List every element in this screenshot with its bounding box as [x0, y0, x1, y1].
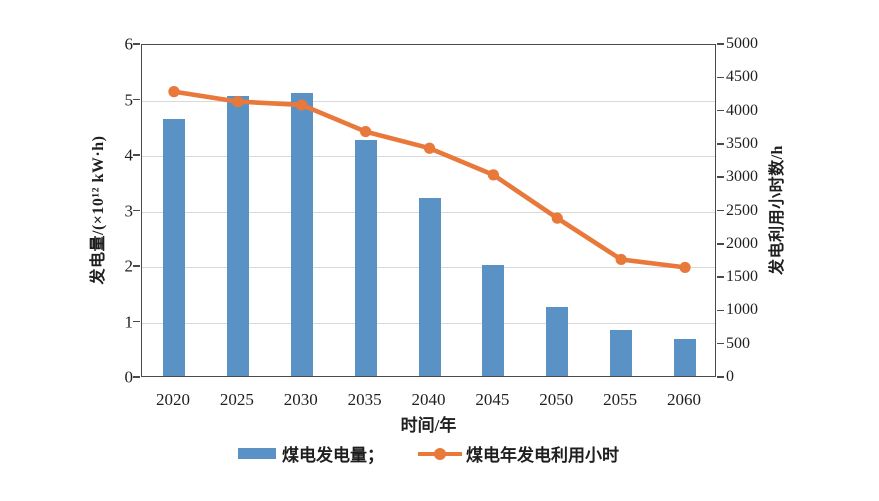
marker-2035 [360, 125, 372, 138]
line-series-label: 煤电年发电利用小时 [466, 446, 619, 465]
x-tick-label-2045: 2045 [475, 390, 510, 409]
x-tick-label-2040: 2040 [411, 390, 446, 409]
right-axis-tick-label: 1500 [726, 268, 758, 286]
gridline [142, 100, 715, 102]
bar-2025 [226, 95, 249, 376]
bar-2045 [482, 265, 505, 376]
left-axis-tick [133, 320, 140, 323]
marker-2055 [615, 253, 627, 266]
gridline [142, 156, 715, 157]
bar-series-label: 煤电发电量； [282, 446, 384, 465]
right-axis-tick-label: 1000 [726, 301, 758, 319]
x-tick-label-2030: 2030 [283, 390, 318, 409]
bar-2030 [290, 92, 313, 376]
right-axis-tick [717, 376, 724, 378]
bar-2035 [354, 140, 377, 376]
right-axis-tick-label: 3000 [726, 168, 758, 186]
marker-2020 [168, 86, 180, 98]
marker-2045 [487, 169, 499, 181]
line-series-swatch [418, 447, 462, 460]
right-axis-tick [717, 309, 724, 312]
left-axis-tick [133, 265, 140, 267]
right-axis-tick [717, 276, 724, 278]
x-tick-label-2035: 2035 [347, 390, 382, 409]
x-tick-label-2050: 2050 [539, 390, 574, 409]
x-tick-label-2055: 2055 [603, 390, 638, 409]
bar-2050 [546, 306, 569, 376]
x-tick-label-2025: 2025 [219, 390, 254, 409]
left-axis-tick [133, 209, 140, 212]
marker-2040 [423, 142, 436, 154]
plot-area [141, 44, 716, 377]
bar-2020 [162, 119, 185, 376]
left-axis-tick [133, 376, 140, 378]
right-axis-tick-label: 2000 [726, 234, 758, 252]
left-axis-tick-label: 2 [124, 256, 134, 276]
legend-item-line: 煤电年发电利用小时 [418, 441, 619, 466]
right-axis-tick [717, 109, 724, 112]
left-axis-tick-label: 1 [124, 312, 134, 331]
line-swatch-marker-icon [434, 447, 446, 460]
x-axis-title: 时间/年 [400, 416, 457, 435]
right-axis-tick-label: 5000 [726, 35, 758, 52]
bar-2040 [418, 198, 441, 376]
x-tick-label-2020: 2020 [155, 390, 190, 409]
utilization-line [171, 89, 688, 270]
left-axis-tick [133, 154, 140, 156]
left-axis-tick [133, 43, 140, 45]
left-axis-tick-label: 3 [124, 201, 134, 220]
bar-series-swatch [238, 448, 276, 459]
right-axis-tick-label: 0 [726, 368, 734, 385]
right-axis-tick-label: 3500 [726, 134, 758, 152]
right-axis-tick [717, 176, 724, 178]
right-axis-tick-label: 4500 [726, 68, 758, 86]
left-axis-tick-label: 5 [124, 90, 134, 109]
right-axis-tick [717, 143, 724, 145]
bar-2055 [610, 329, 633, 376]
right-axis-tick [717, 43, 724, 45]
right-axis-tick [717, 76, 724, 79]
legend: 煤电发电量； 煤电年发电利用小时 [141, 441, 716, 466]
left-axis-tick-label: 6 [124, 34, 134, 54]
right-axis-tick [717, 243, 724, 245]
right-axis-tick [717, 342, 724, 345]
right-axis-tick [717, 209, 724, 212]
right-axis-tick-label: 4000 [726, 101, 758, 119]
left-axis-tick-label: 4 [124, 145, 134, 165]
left-axis-tick-label: 0 [124, 367, 134, 387]
x-tick-label-2060: 2060 [667, 390, 702, 409]
legend-item-bar: 煤电发电量； [238, 441, 384, 466]
marker-2025 [232, 96, 244, 108]
right-axis-tick-label: 2500 [726, 201, 758, 219]
bar-2060 [674, 338, 697, 376]
right-axis-tick-label: 500 [726, 334, 750, 352]
marker-2060 [679, 261, 691, 274]
utilization-line-chart [168, 86, 691, 274]
left-axis-tick [133, 98, 140, 101]
marker-2030 [296, 99, 308, 111]
marker-2050 [551, 212, 563, 224]
